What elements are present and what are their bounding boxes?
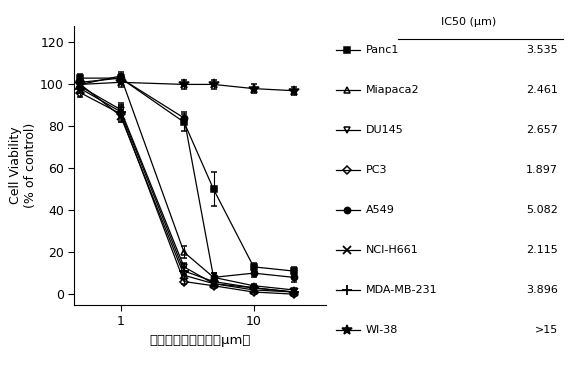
Text: 2.115: 2.115 bbox=[526, 245, 558, 255]
Text: 1.897: 1.897 bbox=[526, 165, 558, 175]
Text: >15: >15 bbox=[534, 325, 558, 335]
Text: Miapaca2: Miapaca2 bbox=[366, 85, 420, 95]
Text: IC50 (μm): IC50 (μm) bbox=[442, 17, 496, 26]
Text: A549: A549 bbox=[366, 205, 395, 215]
Text: DU145: DU145 bbox=[366, 125, 404, 135]
Text: 3.896: 3.896 bbox=[526, 285, 558, 295]
Text: MDA-MB-231: MDA-MB-231 bbox=[366, 285, 438, 295]
Text: 2.461: 2.461 bbox=[526, 85, 558, 95]
Text: 2.657: 2.657 bbox=[526, 125, 558, 135]
Text: 5.082: 5.082 bbox=[526, 205, 558, 215]
Text: NCI-H661: NCI-H661 bbox=[366, 245, 419, 255]
Text: 3.535: 3.535 bbox=[526, 44, 558, 55]
Text: PC3: PC3 bbox=[366, 165, 388, 175]
Text: WI-38: WI-38 bbox=[366, 325, 399, 335]
Y-axis label: Cell Viability
(% of control): Cell Viability (% of control) bbox=[9, 123, 37, 208]
X-axis label: 阿霞素普通脂质体（μm）: 阿霞素普通脂质体（μm） bbox=[149, 334, 251, 346]
Text: Panc1: Panc1 bbox=[366, 44, 399, 55]
